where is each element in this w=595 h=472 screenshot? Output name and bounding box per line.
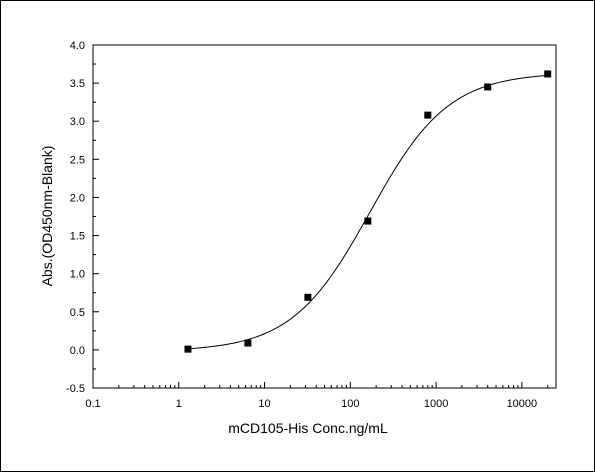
data-point — [544, 70, 552, 78]
y-tick-label: 1.0 — [70, 269, 85, 281]
x-tick-label: 0.1 — [85, 398, 100, 410]
data-point — [244, 339, 252, 347]
y-tick-label: 3.5 — [70, 78, 85, 90]
fit-curve — [187, 74, 548, 350]
y-axis: -0.5 0.0 0.5 1.0 1.5 2.0 2.5 3.0 3.5 4.0 — [66, 40, 99, 395]
y-tick-label: 2.0 — [70, 192, 85, 204]
x-axis: 0.1 1 10 100 1000 10000 — [85, 382, 549, 410]
y-tick-label: 1.5 — [70, 231, 85, 243]
y-axis-label: Abs.(OD450nm-Blank) — [39, 146, 55, 287]
data-point — [424, 111, 432, 119]
x-tick-label: 1 — [176, 398, 182, 410]
data-point — [304, 293, 312, 301]
y-tick-label: 0.0 — [70, 345, 85, 357]
x-tick-label: 10 — [258, 398, 270, 410]
x-axis-label: mCD105-His Conc.ng/mL — [228, 420, 388, 436]
x-tick-label: 100 — [341, 398, 359, 410]
plot-area — [92, 44, 557, 389]
data-point — [484, 83, 492, 91]
y-tick-label: 0.5 — [70, 307, 85, 319]
y-tick-label: 2.5 — [70, 154, 85, 166]
y-tick-label: 4.0 — [70, 40, 85, 52]
data-points — [184, 70, 552, 353]
data-point — [364, 217, 372, 225]
y-tick-label: -0.5 — [66, 383, 85, 395]
data-point — [184, 345, 192, 353]
x-tick-label: 1000 — [424, 398, 448, 410]
x-tick-label: 10000 — [507, 398, 538, 410]
y-tick-label: 3.0 — [70, 116, 85, 128]
